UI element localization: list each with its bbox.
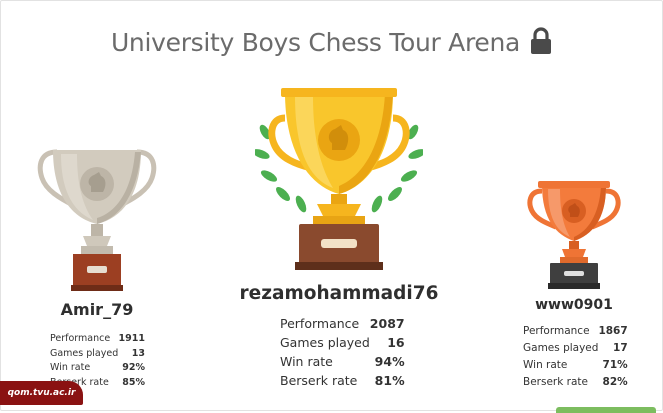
stat-label: Games played bbox=[523, 341, 599, 354]
stat-value: 16 bbox=[387, 335, 405, 350]
stat-value: 2087 bbox=[369, 316, 405, 331]
stat-value: 92% bbox=[122, 362, 145, 373]
site-watermark: qom.tvu.ac.ir bbox=[0, 381, 83, 405]
player-stats-1st: Performance 2087 Games played 16 Win rate 9… bbox=[280, 314, 405, 390]
stat-value: 81% bbox=[374, 373, 405, 388]
stat-label: Games played bbox=[50, 347, 119, 359]
stat-row-win-rate: Win rate 94% bbox=[280, 352, 405, 371]
stat-label: Berserk rate bbox=[523, 375, 588, 388]
laurel-icon bbox=[252, 124, 426, 213]
stat-row-berserk-rate: Berserk rate 85% bbox=[50, 375, 145, 389]
silver-trophy-icon bbox=[37, 146, 157, 296]
stat-row-berserk-rate: Berserk rate 81% bbox=[280, 371, 405, 390]
stat-label: Win rate bbox=[280, 354, 333, 369]
stat-row-berserk-rate: Berserk rate 82% bbox=[523, 373, 628, 390]
stat-value: 85% bbox=[122, 376, 145, 388]
gold-trophy-icon bbox=[252, 88, 426, 277]
player-stats-3rd: Performance 1867 Games played 17 Win rate 7… bbox=[523, 322, 628, 390]
player-stats-2nd: Performance 1911 Games played 13 Win rate 9… bbox=[50, 330, 145, 389]
stat-label: Win rate bbox=[50, 362, 91, 373]
tournament-title: University Boys Chess Tour Arena bbox=[110, 28, 521, 57]
stat-row-win-rate: Win rate 71% bbox=[523, 356, 628, 373]
stat-label: Berserk rate bbox=[50, 376, 109, 388]
stat-row-performance: Performance 1911 bbox=[50, 330, 145, 346]
lock-icon bbox=[530, 27, 552, 61]
stat-label: Performance bbox=[523, 324, 590, 337]
player-name-1st[interactable]: rezamohammadi76 bbox=[239, 283, 439, 304]
stat-label: Games played bbox=[280, 335, 370, 350]
stat-value: 1867 bbox=[598, 324, 628, 337]
green-tab-edge[interactable] bbox=[556, 407, 656, 413]
stat-row-games-played: Games played 13 bbox=[50, 346, 145, 360]
player-name-2nd[interactable]: Amir_79 bbox=[60, 300, 134, 319]
stat-row-performance: Performance 2087 bbox=[280, 314, 405, 333]
stat-row-performance: Performance 1867 bbox=[523, 322, 628, 339]
stat-row-win-rate: Win rate 92% bbox=[50, 360, 145, 375]
stat-value: 71% bbox=[602, 358, 628, 371]
stat-label: Win rate bbox=[523, 358, 568, 371]
stat-label: Berserk rate bbox=[280, 373, 358, 388]
stat-row-games-played: Games played 17 bbox=[523, 339, 628, 356]
stat-row-games-played: Games played 16 bbox=[280, 333, 405, 352]
stat-value: 1911 bbox=[118, 332, 145, 344]
tournament-header: University Boys Chess Tour Arena bbox=[0, 27, 663, 61]
stat-value: 82% bbox=[602, 375, 628, 388]
stat-value: 94% bbox=[374, 354, 405, 369]
stat-label: Performance bbox=[280, 316, 360, 331]
player-name-3rd[interactable]: www0901 bbox=[535, 297, 613, 313]
stat-value: 13 bbox=[131, 347, 145, 359]
bronze-trophy-icon bbox=[526, 181, 622, 295]
stat-label: Performance bbox=[50, 332, 111, 344]
stat-value: 17 bbox=[613, 341, 628, 354]
